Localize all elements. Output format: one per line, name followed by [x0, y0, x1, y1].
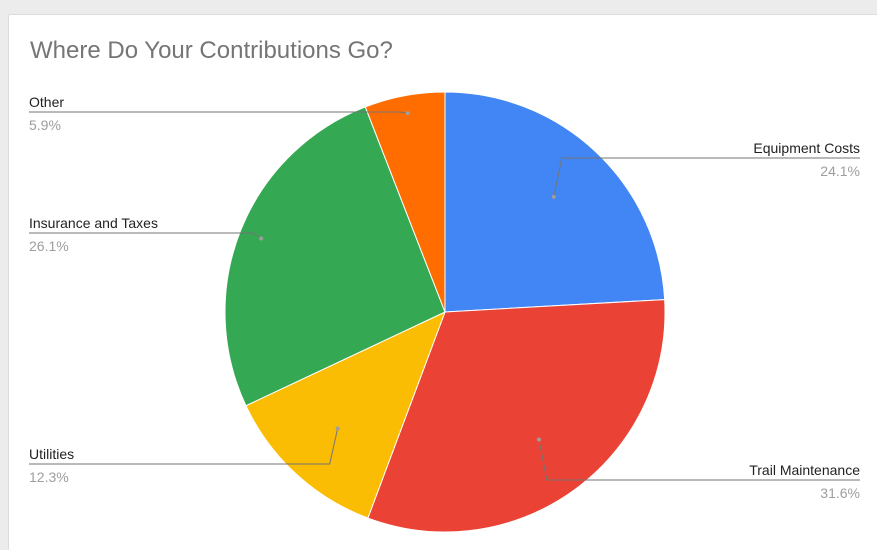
slice-percent-trail-maintenance: 31.6% — [820, 485, 860, 501]
pie-slice-other — [364, 91, 446, 313]
slice-label-insurance-and-taxes: Insurance and Taxes — [29, 215, 158, 231]
leader-line-other — [29, 111, 408, 114]
slice-labels: Equipment Costs 24.1% Trail Maintenance 31.… — [29, 94, 860, 501]
slice-label-equipment-costs: Equipment Costs — [753, 140, 860, 156]
leader-dot-trail-maintenance — [536, 437, 541, 442]
slice-label-other: Other — [29, 94, 64, 110]
slice-percent-utilities: 12.3% — [29, 469, 69, 485]
leader-line-equipment-costs — [553, 157, 860, 197]
leader-dot-equipment-costs — [551, 194, 556, 199]
pie-chart: Equipment Costs 24.1% Trail Maintenance 31.… — [29, 91, 860, 533]
leader-lines — [29, 111, 860, 481]
leader-line-utilities — [29, 428, 339, 465]
leader-dot-other — [405, 111, 410, 116]
leader-line-trail-maintenance — [538, 439, 860, 481]
chart-canvas: Where Do Your Contributions Go? Equipmen… — [8, 14, 877, 550]
pie-slice-insurance-and-taxes — [224, 106, 446, 407]
pie-slice-equipment-costs — [444, 91, 666, 313]
leader-dot-insurance-and-taxes — [259, 236, 264, 241]
pie-slices — [224, 91, 666, 533]
slice-percent-insurance-and-taxes: 26.1% — [29, 238, 69, 254]
pie-slice-trail-maintenance — [367, 299, 666, 533]
chart-title: Where Do Your Contributions Go? — [30, 37, 393, 64]
slice-label-trail-maintenance: Trail Maintenance — [749, 462, 860, 478]
slice-percent-other: 5.9% — [29, 117, 61, 133]
slice-percent-equipment-costs: 24.1% — [820, 163, 860, 179]
pie-slice-utilities — [245, 311, 446, 519]
leader-line-insurance-and-taxes — [29, 232, 262, 239]
leader-dot-utilities — [335, 426, 340, 431]
slice-label-utilities: Utilities — [29, 446, 74, 462]
